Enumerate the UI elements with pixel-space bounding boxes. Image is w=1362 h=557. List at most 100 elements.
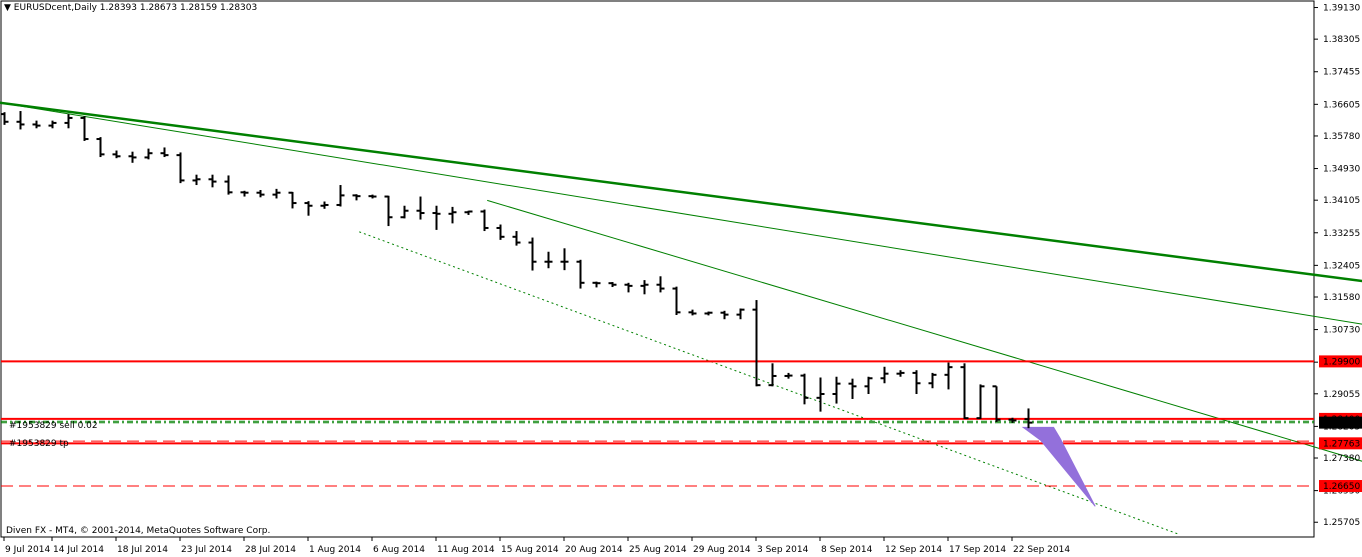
ohlc-bar <box>976 384 985 420</box>
ohlc-bar <box>576 259 585 289</box>
ohlc-bar <box>768 363 777 387</box>
ohlc-bar <box>432 205 441 230</box>
price-tag-bg <box>1319 437 1362 450</box>
y-tick-label: 1.39130 <box>1323 4 1360 14</box>
plot-area <box>0 0 1315 538</box>
x-tick-label: 1 Aug 2014 <box>309 545 361 555</box>
y-tick-label: 1.25705 <box>1323 518 1360 528</box>
steep-trendline[interactable] <box>487 199 1362 507</box>
price-tag-1.29900: 1.29900 <box>1319 355 1362 368</box>
ohlc-bar <box>192 174 201 186</box>
ohlc-bar <box>848 378 857 399</box>
price-axis: 1.39130 1.38305 1.37455 1.36605 1.35780 1.349… <box>1314 4 1360 528</box>
ohlc-bar <box>544 251 553 269</box>
ohlc-bar <box>48 120 57 129</box>
copyright-text: Diven FX - MT4, © 2001-2014, MetaQuotes … <box>6 526 271 536</box>
ohlc-bar <box>208 174 217 188</box>
ohlc-bar <box>496 224 505 240</box>
current-price-bg <box>1319 416 1362 429</box>
ohlc-bar <box>384 195 393 227</box>
price-tag-1.27763: 1.27763 <box>1319 437 1362 450</box>
ohlc-bar <box>112 150 121 159</box>
ohlc-bar <box>464 210 473 215</box>
level-lines-layer <box>1 360 1314 487</box>
ohlc-bar <box>16 111 25 130</box>
ohlc-bar <box>1008 417 1017 423</box>
symbol-header: ▼ EURUSDcent,Daily 1.28393 1.28673 1.281… <box>4 3 257 13</box>
ohlc-readout: 1.28393 1.28673 1.28159 1.28303 <box>99 3 258 13</box>
ohlc-bar <box>912 370 921 394</box>
ohlc-bar <box>0 112 9 125</box>
ohlc-bar <box>448 206 457 224</box>
x-tick-label: 11 Aug 2014 <box>437 545 495 555</box>
x-tick-label: 18 Jul 2014 <box>117 545 168 555</box>
y-tick-label: 1.36605 <box>1323 100 1360 110</box>
x-tick-label: 23 Jul 2014 <box>181 545 232 555</box>
ohlc-bar <box>368 194 377 199</box>
ohlc-bar <box>688 309 697 316</box>
ohlc-bar <box>656 276 665 293</box>
x-tick-label: 22 Sep 2014 <box>1013 545 1070 555</box>
y-tick-label: 1.38305 <box>1323 35 1360 45</box>
mid-trendline[interactable] <box>0 102 1362 350</box>
x-tick-label: 6 Aug 2014 <box>373 545 425 555</box>
ohlc-bar <box>672 286 681 316</box>
price-tag-label: 1.27763 <box>1323 439 1360 449</box>
x-tick-label: 15 Aug 2014 <box>501 545 559 555</box>
ohlc-bar <box>272 188 281 199</box>
ohlc-bar <box>1024 408 1033 429</box>
upper-trendline[interactable] <box>0 101 1362 302</box>
ohlc-bar <box>80 116 89 141</box>
ohlc-bar <box>160 147 169 158</box>
y-tick-label: 1.33255 <box>1323 229 1360 239</box>
ohlc-bar <box>640 280 649 295</box>
y-tick-label: 1.27380 <box>1323 454 1360 464</box>
price-tag-label: 1.26650 <box>1323 482 1360 492</box>
ohlc-bar <box>560 248 569 271</box>
ohlc-bar <box>240 190 249 197</box>
ohlc-bar <box>592 281 601 288</box>
ohlc-bar <box>512 231 521 246</box>
ohlc-bar <box>880 366 889 384</box>
y-tick-label: 1.37455 <box>1323 68 1360 78</box>
price-tag-label: 1.29900 <box>1323 357 1360 367</box>
ohlc-bar <box>320 201 329 209</box>
y-tick-label: 1.29055 <box>1323 390 1360 400</box>
ohlc-bar <box>704 311 713 316</box>
ohlc-bar <box>960 363 969 420</box>
ohlc-bar <box>480 209 489 232</box>
ohlc-bar <box>352 194 361 201</box>
symbol-label: EURUSDcent,Daily <box>13 3 97 13</box>
y-tick-label: 1.31580 <box>1323 293 1360 303</box>
ohlc-bar <box>928 372 937 389</box>
ohlc-bar <box>864 376 873 394</box>
y-tick-label: 1.35780 <box>1323 132 1360 142</box>
order-tp-label: #1953829 tp <box>9 439 69 449</box>
header-menu-arrow-icon[interactable]: ▼ <box>4 3 11 13</box>
current-price-label: 1.28303 <box>1323 419 1360 429</box>
ohlc-bar <box>32 120 41 129</box>
ohlc-bar <box>304 201 313 216</box>
price-tag-1.26650: 1.26650 <box>1319 480 1362 493</box>
ohlc-bar <box>784 372 793 379</box>
ohlc-bar <box>800 373 809 405</box>
ohlc-bar <box>896 370 905 377</box>
ohlc-bar <box>992 385 1001 422</box>
ohlc-bars-layer <box>0 111 1033 429</box>
ohlc-bar <box>336 185 345 207</box>
lower-channel-dotted[interactable] <box>359 231 1181 536</box>
x-tick-label: 12 Sep 2014 <box>885 545 942 555</box>
ohlc-bar <box>64 114 73 129</box>
x-tick-label: 20 Aug 2014 <box>565 545 623 555</box>
x-tick-label: 3 Sep 2014 <box>757 545 809 555</box>
x-tick-label: 8 Sep 2014 <box>821 545 873 555</box>
y-tick-label: 1.30730 <box>1323 326 1360 336</box>
y-tick-label: 1.34105 <box>1323 196 1360 206</box>
current-price-tag: 1.28303 <box>1319 416 1362 429</box>
ohlc-bar <box>736 308 745 320</box>
trendline-layer <box>0 101 1362 536</box>
price-tag-bg <box>1319 355 1362 368</box>
ohlc-bar <box>816 377 825 412</box>
